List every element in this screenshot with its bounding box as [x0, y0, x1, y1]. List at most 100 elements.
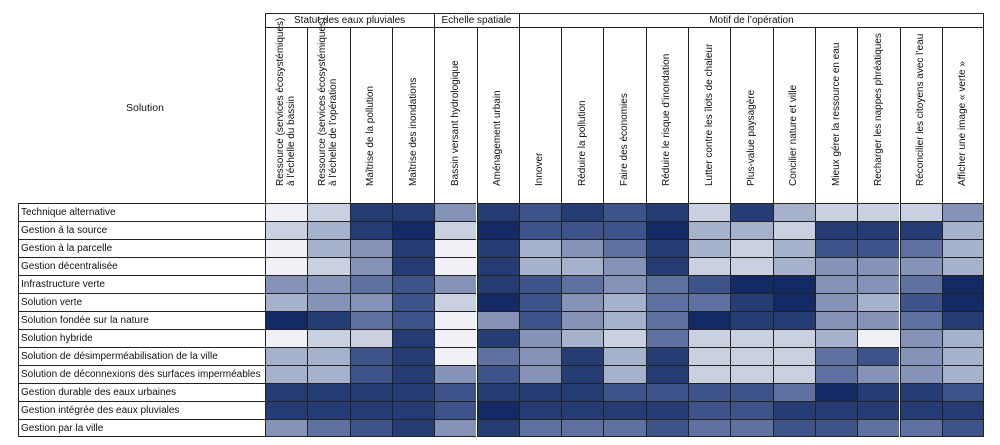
heatmap-cell — [688, 347, 731, 365]
heatmap-cell — [391, 239, 435, 257]
heatmap-cell — [434, 401, 477, 419]
heatmap-cell — [603, 365, 646, 383]
heatmap-cell — [476, 311, 519, 329]
column-header-label: Aménagement urbain — [492, 90, 504, 186]
heatmap-cell — [349, 203, 392, 221]
heatmap-cell — [265, 347, 308, 365]
heatmap-cell — [730, 347, 773, 365]
heatmap-cell — [899, 239, 942, 257]
heatmap-cell — [603, 401, 646, 419]
row-label-cell — [18, 257, 265, 275]
heatmap-cell — [857, 203, 900, 221]
heatmap-cell — [857, 293, 900, 311]
row-label-cell — [18, 275, 265, 293]
heatmap-cell — [603, 275, 646, 293]
heatmap-cell — [941, 221, 985, 239]
column-group-label: Statut des eaux pluviales — [294, 15, 406, 26]
heatmap-cell — [941, 293, 985, 311]
heatmap-cell — [688, 203, 731, 221]
heatmap-cell — [772, 221, 815, 239]
heatmap-cell — [688, 275, 731, 293]
heatmap-cell — [434, 419, 477, 437]
heatmap-cell — [857, 329, 900, 347]
heatmap-cell — [645, 311, 688, 329]
heatmap-cell — [645, 329, 688, 347]
heatmap-cell — [603, 347, 646, 365]
column-header-cell — [857, 28, 899, 203]
heatmap-cell — [899, 293, 942, 311]
column-header-cell — [603, 28, 645, 203]
row-label-cell — [18, 293, 265, 311]
heatmap-cell — [518, 383, 562, 401]
column-header-cell — [730, 28, 772, 203]
heatmap-cell — [391, 329, 435, 347]
column-header-label: Recharger les nappes phréatiques — [872, 33, 884, 186]
heatmap-cell — [603, 239, 646, 257]
heatmap-cell — [307, 365, 350, 383]
heatmap-cell — [307, 383, 350, 401]
column-header-label: Réduire le risque d’inondation — [661, 53, 673, 186]
heatmap-cell — [518, 329, 562, 347]
heatmap-cell — [349, 311, 392, 329]
heatmap-cell — [307, 419, 350, 437]
row-label-cell — [18, 347, 265, 365]
heatmap-cell — [434, 239, 477, 257]
heatmap-cell — [730, 329, 773, 347]
heatmap-cell — [518, 221, 562, 239]
column-header-cell — [561, 28, 603, 203]
heatmap-cell — [688, 257, 731, 275]
column-header-label: Bassin versant hydrologique — [449, 60, 461, 186]
heatmap-cell — [772, 257, 815, 275]
row-label: Solution hybride — [21, 333, 93, 344]
column-header-cell — [349, 28, 392, 203]
heatmap-cell — [307, 203, 350, 221]
row-label: Gestion à la parcelle — [21, 243, 113, 254]
heatmap-cell — [645, 401, 688, 419]
heatmap-cell — [307, 311, 350, 329]
heatmap-cell — [772, 365, 815, 383]
column-header-cell — [434, 28, 476, 203]
row-label-cell — [18, 383, 265, 401]
heatmap-cell — [265, 221, 308, 239]
column-header-cell — [772, 28, 815, 203]
heatmap-cell — [688, 401, 731, 419]
heatmap-cell — [476, 365, 519, 383]
heatmap-cell — [561, 293, 604, 311]
heatmap-cell — [476, 419, 519, 437]
heatmap-cell — [518, 311, 562, 329]
heatmap-cell — [518, 347, 562, 365]
heatmap-cell — [476, 275, 519, 293]
heatmap-cell — [434, 293, 477, 311]
heatmap-cell — [688, 239, 731, 257]
row-label: Solution de déconnexions des surfaces im… — [21, 369, 261, 380]
heatmap-cell — [730, 365, 773, 383]
heatmap-cell — [941, 257, 985, 275]
row-header-label: Solution — [126, 102, 164, 114]
column-header-label: Réduire la pollution — [576, 100, 588, 186]
column-header-cell — [688, 28, 730, 203]
heatmap-cell — [307, 275, 350, 293]
heatmap-cell — [857, 383, 900, 401]
column-header-label: Afficher une image « verte » — [957, 61, 969, 186]
column-header-cell — [265, 28, 307, 203]
column-header-label: à l’échelle du bassin — [286, 95, 298, 186]
row-label: Gestion à la source — [21, 225, 108, 236]
heatmap-cell — [941, 203, 985, 221]
heatmap-cell — [603, 329, 646, 347]
heatmap-cell — [730, 401, 773, 419]
heatmap-cell — [561, 419, 604, 437]
heatmap-cell — [645, 221, 688, 239]
heatmap-cell — [391, 203, 435, 221]
heatmap-cell — [349, 293, 392, 311]
column-group-label: Echelle spatiale — [441, 15, 512, 26]
heatmap-cell — [899, 347, 942, 365]
heatmap-cell — [730, 275, 773, 293]
heatmap-cell — [561, 221, 604, 239]
heatmap-cell — [349, 329, 392, 347]
heatmap-cell — [603, 203, 646, 221]
heatmap-cell — [349, 419, 392, 437]
heatmap-cell — [772, 329, 815, 347]
heatmap-cell — [941, 419, 985, 437]
row-label-cell — [18, 401, 265, 419]
heatmap-cell — [941, 239, 985, 257]
